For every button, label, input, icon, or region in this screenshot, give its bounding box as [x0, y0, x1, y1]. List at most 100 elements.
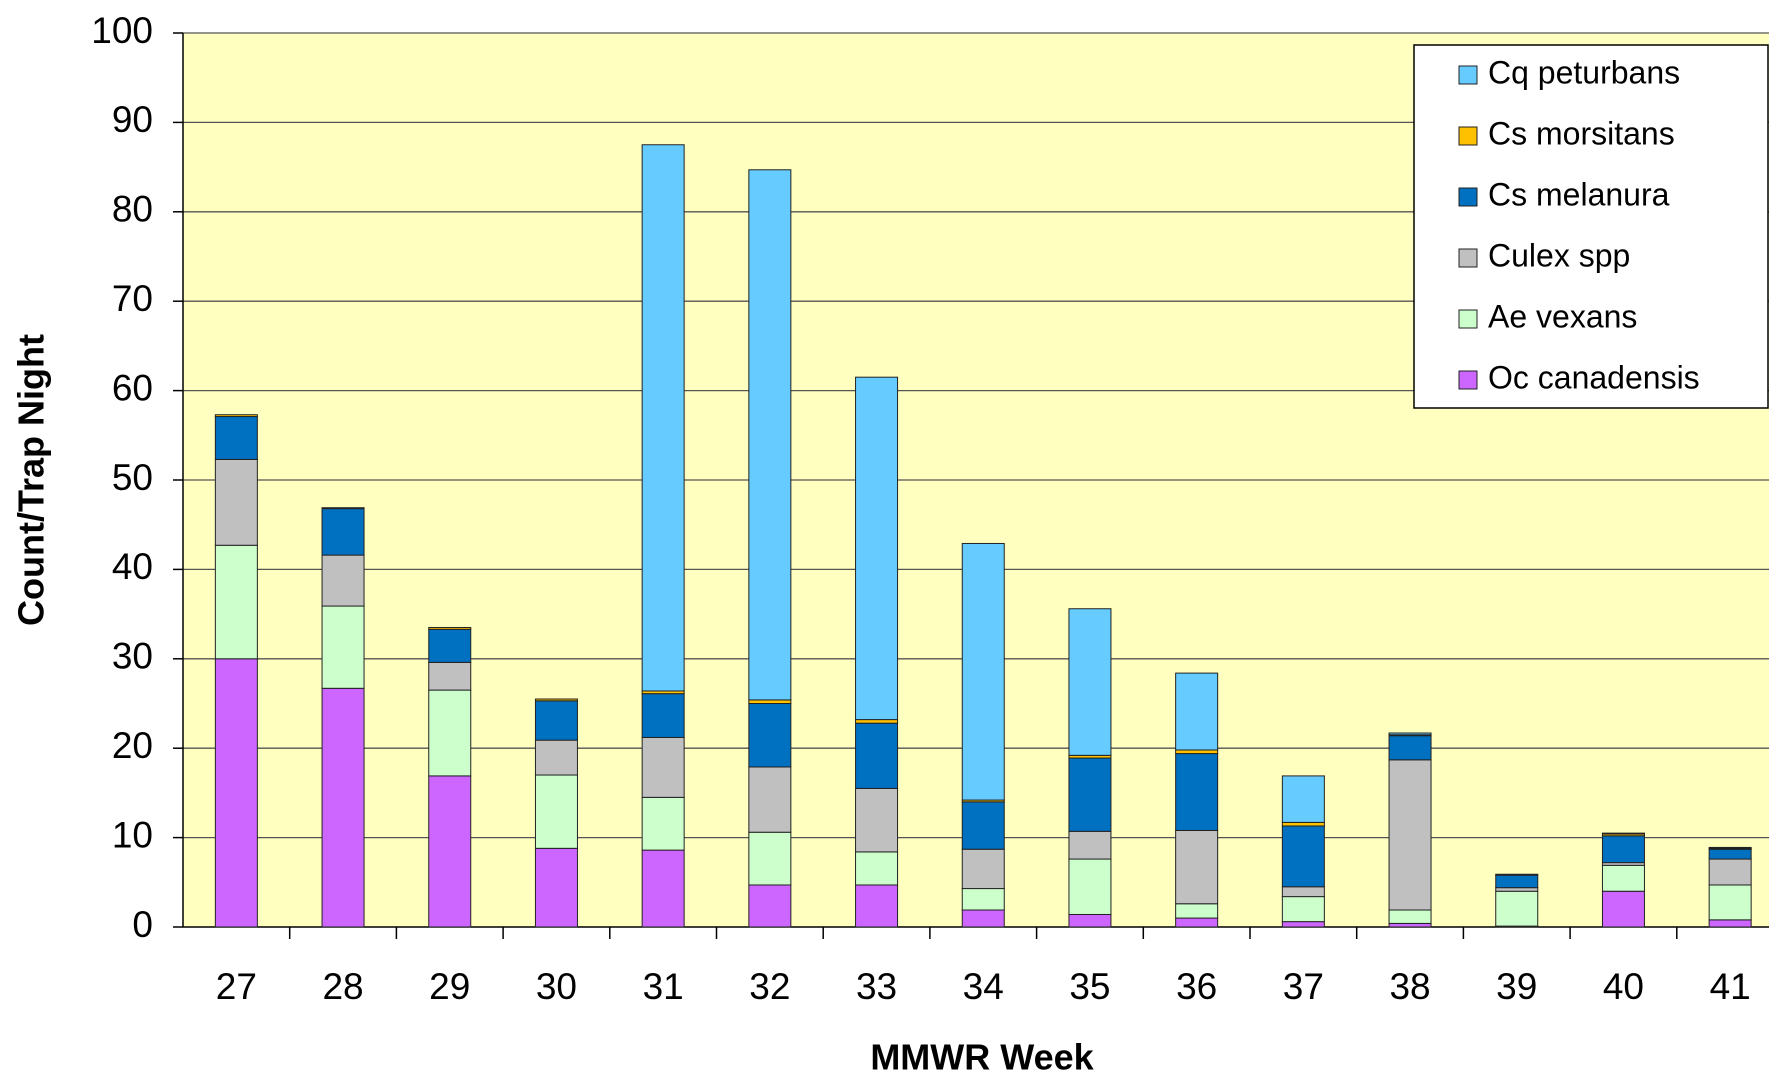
y-axis-title: Count/Trap Night: [11, 334, 52, 626]
bar-segment: [641, 693, 685, 738]
bar-segment: [1068, 830, 1112, 860]
bar-segment: [1601, 832, 1645, 835]
x-tick-label: 29: [429, 966, 470, 1007]
bar-segment: [534, 774, 578, 849]
bar-segment: [214, 416, 258, 460]
bar-segment: [534, 739, 578, 776]
x-tick-label: 32: [749, 966, 790, 1007]
bar-segment: [855, 376, 899, 721]
bar-segment: [748, 169, 792, 701]
bar-segment: [1068, 757, 1112, 832]
bar-segment: [855, 722, 899, 789]
bar-segment: [534, 698, 578, 702]
legend-box: [1413, 44, 1769, 409]
x-tick-label: 28: [322, 966, 363, 1007]
bar-segment: [961, 848, 1005, 890]
y-tick-label: 50: [112, 457, 153, 498]
bar-segment: [321, 554, 365, 607]
x-tick-label: 39: [1496, 966, 1537, 1007]
bar-segment: [1175, 829, 1219, 905]
bar-segment: [748, 699, 792, 705]
bar-segment: [961, 909, 1005, 928]
bar-segment: [534, 700, 578, 741]
x-tick-label: 33: [856, 966, 897, 1007]
bar-segment: [1175, 672, 1219, 751]
bar-segment: [428, 628, 472, 663]
y-tick-label: 70: [112, 278, 153, 319]
bar-segment: [1175, 753, 1219, 831]
bar-segment: [641, 144, 685, 692]
bar-segment: [1708, 919, 1752, 928]
bar-segment: [214, 544, 258, 660]
legend-label: Cs morsitans: [1488, 115, 1675, 151]
legend-swatch: [1458, 248, 1478, 268]
legend-swatch: [1458, 370, 1478, 390]
bar-segment: [1495, 873, 1539, 876]
x-tick-label: 40: [1603, 966, 1644, 1007]
bar-segment: [1708, 884, 1752, 921]
bar-segment: [214, 458, 258, 546]
bar-segment: [748, 884, 792, 928]
bar-segment: [961, 888, 1005, 911]
bar-segment: [1068, 858, 1112, 915]
bar-segment: [641, 736, 685, 798]
x-tick-label: 37: [1283, 966, 1324, 1007]
bar-segment: [1495, 887, 1539, 892]
bar-segment: [1601, 864, 1645, 892]
bar-segment: [748, 703, 792, 768]
legend-label: Cs melanura: [1488, 176, 1670, 212]
bar-segment: [641, 796, 685, 851]
bar-segment: [1388, 759, 1432, 911]
x-axis-title: MMWR Week: [870, 1037, 1094, 1078]
y-tick-label: 60: [112, 367, 153, 408]
bar-segment: [214, 414, 258, 418]
y-tick-label: 100: [91, 10, 153, 51]
bar-segment: [214, 658, 258, 928]
x-tick-label: 27: [216, 966, 257, 1007]
bar-segment: [1281, 886, 1325, 898]
bar-segment: [534, 847, 578, 928]
bar-segment: [1708, 848, 1752, 860]
x-tick-label: 34: [963, 966, 1004, 1007]
bar-segment: [428, 775, 472, 928]
y-tick-label: 80: [112, 189, 153, 230]
bar-segment: [321, 605, 365, 689]
y-tick-label: 40: [112, 546, 153, 587]
legend-label: Culex spp: [1488, 237, 1630, 273]
bar-segment: [1068, 608, 1112, 756]
x-tick-label: 30: [536, 966, 577, 1007]
bar-segment: [855, 787, 899, 853]
legend-label: Ae vexans: [1488, 298, 1637, 334]
bar-segment: [1281, 921, 1325, 928]
bar-segment: [1175, 917, 1219, 928]
bar-segment: [1388, 922, 1432, 928]
bar-segment: [1175, 903, 1219, 919]
bar-segment: [855, 719, 899, 724]
x-tick-label: 38: [1389, 966, 1430, 1007]
bar-segment: [748, 831, 792, 886]
bar-segment: [961, 801, 1005, 850]
bar-segment: [321, 507, 365, 510]
y-tick-label: 30: [112, 636, 153, 677]
bar-segment: [748, 766, 792, 833]
bar-segment: [1281, 821, 1325, 827]
x-tick-label: 31: [643, 966, 684, 1007]
bar-segment: [1388, 735, 1432, 761]
bar-segment: [1068, 913, 1112, 928]
y-tick-label: 0: [132, 904, 153, 945]
bar-segment: [1388, 732, 1432, 736]
bar-segment: [1601, 890, 1645, 928]
bar-segment: [1175, 749, 1219, 755]
legend-label: Cq peturbans: [1488, 54, 1680, 90]
bar-segment: [1495, 874, 1539, 889]
bar-segment: [1495, 890, 1539, 927]
y-tick-label: 20: [112, 725, 153, 766]
legend-swatch: [1458, 309, 1478, 329]
bar-segment: [1708, 858, 1752, 886]
bar-segment: [855, 884, 899, 928]
bar-segment: [1708, 846, 1752, 849]
bar-segment: [1601, 835, 1645, 864]
bar-segment: [1281, 896, 1325, 923]
y-tick-label: 90: [112, 99, 153, 140]
